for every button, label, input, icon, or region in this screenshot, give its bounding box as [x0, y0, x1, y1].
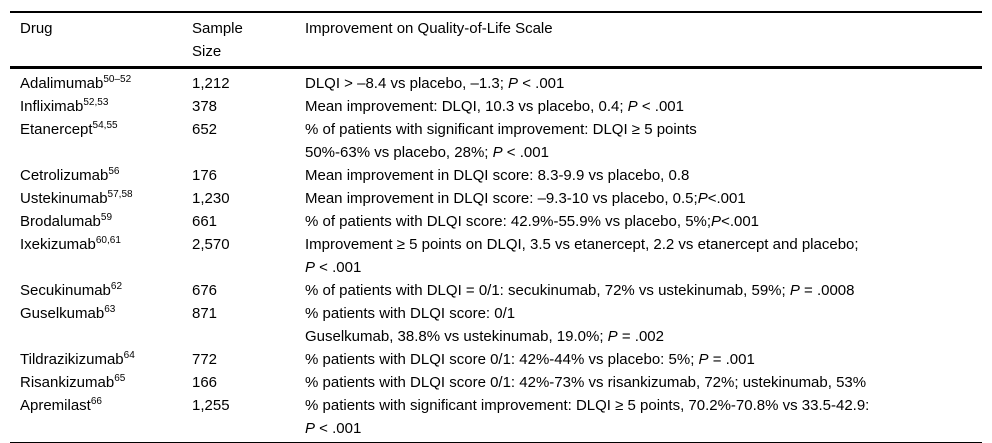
- table-row: Cetrolizumab56 176 Mean improvement in DLQ…: [10, 164, 982, 187]
- table-row: Etanercept54,55 652 % of patients with sig…: [10, 118, 982, 164]
- drug-cell: Etanercept54,55: [20, 120, 118, 139]
- drug-qol-table: Drug Sample Size Improvement on Quality-…: [10, 11, 982, 443]
- improvement-cell: % patients with significant improvement:…: [295, 394, 982, 443]
- drug-cell: Tildrazikizumab64: [20, 350, 135, 369]
- improvement-line: P < .001: [305, 420, 362, 437]
- p-value-italic: P: [627, 98, 638, 115]
- p-value-italic: P: [492, 144, 503, 161]
- drug-cell: Adalimumab50–52: [20, 74, 132, 93]
- improvement-line: % patients with significant improvement:…: [305, 397, 870, 414]
- improvement-line: P < .001: [305, 259, 362, 276]
- drug-cell: Infliximab52,53: [20, 97, 109, 116]
- improvement-line: Guselkumab, 38.8% vs ustekinumab, 19.0%;…: [305, 328, 664, 345]
- sample-size-cell: 1,230: [192, 190, 230, 207]
- drug-cell: Apremilast66: [20, 396, 102, 415]
- table-row: Apremilast66 1,255 % patients with signifi…: [10, 394, 982, 443]
- p-value-italic: P: [607, 328, 618, 345]
- reference-superscript: 54,55: [92, 120, 118, 131]
- reference-superscript: 62: [110, 281, 123, 292]
- improvement-line: % patients with DLQI score: 0/1: [305, 305, 516, 322]
- improvement-line: % of patients with DLQI = 0/1: secukinum…: [305, 282, 855, 299]
- reference-superscript: 63: [104, 304, 116, 315]
- improvement-line: 50%-63% vs placebo, 28%; P < .001: [305, 144, 549, 161]
- improvement-line: Mean improvement in DLQI score: –9.3-10 …: [305, 190, 746, 207]
- table-row: Tildrazikizumab64 772 % patients with DLQI…: [10, 348, 982, 371]
- table-row: Secukinumab62 676 % of patients with DLQI …: [10, 279, 982, 302]
- p-value-italic: P: [698, 351, 709, 368]
- reference-superscript: 57,58: [107, 189, 133, 200]
- header-row: Drug Sample Size Improvement on Quality-…: [10, 12, 982, 69]
- improvement-line: % patients with DLQI score 0/1: 42%-44% …: [305, 351, 755, 368]
- column-header-drug: Drug: [10, 12, 182, 69]
- improvement-cell: % of patients with significant improveme…: [295, 118, 982, 164]
- p-value-italic: P: [697, 190, 708, 207]
- sample-size-cell: 378: [192, 98, 218, 115]
- improvement-line: % patients with DLQI score 0/1: 42%-73% …: [305, 374, 867, 391]
- improvement-line: DLQI > –8.4 vs placebo, –1.3; P < .001: [305, 75, 565, 92]
- improvement-line: Mean improvement in DLQI score: 8.3-9.9 …: [305, 167, 690, 184]
- p-value-italic: P: [711, 213, 722, 230]
- p-value-italic: P: [305, 259, 316, 276]
- table-row: Ustekinumab57,58 1,230 Mean improvement in…: [10, 187, 982, 210]
- improvement-line: Mean improvement: DLQI, 10.3 vs placebo,…: [305, 98, 684, 115]
- improvement-cell: Mean improvement in DLQI score: 8.3-9.9 …: [295, 164, 982, 187]
- drug-cell: Ixekizumab60,61: [20, 235, 121, 254]
- improvement-cell: % of patients with DLQI score: 42.9%-55.…: [295, 210, 982, 233]
- column-header-improvement: Improvement on Quality-of-Life Scale: [295, 12, 982, 69]
- reference-superscript: 59: [100, 212, 113, 223]
- table-row: Ixekizumab60,61 2,570 Improvement ≥ 5 poin…: [10, 233, 982, 279]
- table-row: Adalimumab50–52 1,212 DLQI > –8.4 vs place…: [10, 68, 982, 96]
- reference-superscript: 56: [108, 166, 120, 177]
- reference-superscript: 52,53: [83, 97, 109, 108]
- sample-size-cell: 176: [192, 167, 218, 184]
- improvement-line: Improvement ≥ 5 points on DLQI, 3.5 vs e…: [305, 236, 859, 253]
- improvement-cell: Mean improvement: DLQI, 10.3 vs placebo,…: [295, 95, 982, 118]
- improvement-cell: % patients with DLQI score 0/1: 42%-44% …: [295, 348, 982, 371]
- reference-superscript: 60,61: [95, 235, 121, 246]
- reference-superscript: 64: [123, 350, 135, 361]
- drug-cell: Guselkumab63: [20, 304, 116, 323]
- drug-cell: Brodalumab59: [20, 212, 113, 231]
- sample-size-cell: 2,570: [192, 236, 230, 253]
- drug-cell: Risankizumab65: [20, 373, 126, 392]
- sample-size-cell: 676: [192, 282, 218, 299]
- improvement-cell: DLQI > –8.4 vs placebo, –1.3; P < .001: [295, 68, 982, 96]
- reference-superscript: 65: [114, 373, 126, 384]
- sample-size-cell: 1,212: [192, 75, 230, 92]
- table-body: Adalimumab50–52 1,212 DLQI > –8.4 vs place…: [10, 68, 982, 443]
- improvement-line: % of patients with significant improveme…: [305, 121, 697, 138]
- improvement-cell: % patients with DLQI score: 0/1 Guselkuma…: [295, 302, 982, 348]
- drug-qol-table-region: Drug Sample Size Improvement on Quality-…: [10, 11, 982, 443]
- improvement-cell: % of patients with DLQI = 0/1: secukinum…: [295, 279, 982, 302]
- column-header-sample-size: Sample Size: [182, 12, 295, 69]
- sample-size-cell: 661: [192, 213, 218, 230]
- sample-size-cell: 166: [192, 374, 218, 391]
- table-header: Drug Sample Size Improvement on Quality-…: [10, 12, 982, 69]
- improvement-line: % of patients with DLQI score: 42.9%-55.…: [305, 213, 760, 230]
- drug-cell: Ustekinumab57,58: [20, 189, 133, 208]
- drug-cell: Secukinumab62: [20, 281, 123, 300]
- reference-superscript: 66: [90, 396, 102, 407]
- p-value-italic: P: [789, 282, 800, 299]
- table-row: Guselkumab63 871 % patients with DLQI scor…: [10, 302, 982, 348]
- improvement-cell: % patients with DLQI score 0/1: 42%-73% …: [295, 371, 982, 394]
- sample-size-cell: 1,255: [192, 397, 230, 414]
- sample-size-cell: 871: [192, 305, 218, 322]
- improvement-cell: Mean improvement in DLQI score: –9.3-10 …: [295, 187, 982, 210]
- drug-cell: Cetrolizumab56: [20, 166, 120, 185]
- p-value-italic: P: [305, 420, 316, 437]
- reference-superscript: 50–52: [103, 74, 132, 85]
- table-row: Risankizumab65 166 % patients with DLQI sc…: [10, 371, 982, 394]
- sample-size-cell: 652: [192, 121, 218, 138]
- table-row: Brodalumab59 661 % of patients with DLQI s…: [10, 210, 982, 233]
- table-row: Infliximab52,53 378 Mean improvement: DLQI…: [10, 95, 982, 118]
- improvement-cell: Improvement ≥ 5 points on DLQI, 3.5 vs e…: [295, 233, 982, 279]
- sample-size-cell: 772: [192, 351, 218, 368]
- p-value-italic: P: [508, 75, 519, 92]
